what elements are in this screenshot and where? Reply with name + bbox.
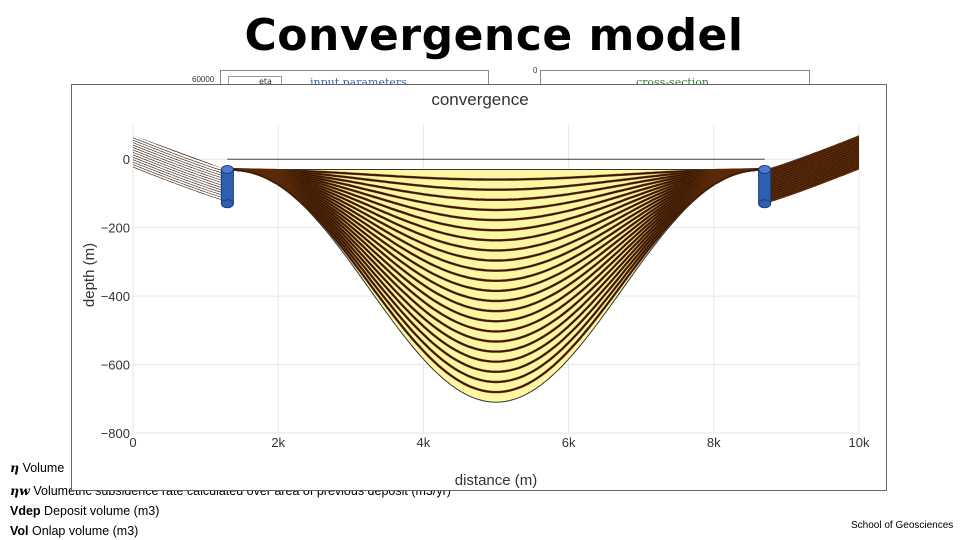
left-flank-layers	[133, 135, 225, 169]
x-tick-label: 8k	[707, 435, 721, 450]
flank-stripe	[764, 154, 860, 190]
flank-stripe	[132, 159, 225, 194]
background-plot-right-tick: 0	[533, 66, 538, 75]
marker-cap-top	[220, 164, 234, 174]
x-tick-label: 6k	[562, 435, 576, 450]
marker-cap-bottom	[220, 199, 234, 209]
flank-stripe	[132, 137, 225, 172]
flank-stripe	[764, 161, 860, 197]
flank-stripe	[764, 142, 860, 178]
y-tick-label: −200	[101, 221, 130, 236]
flank-stripe	[132, 149, 225, 184]
x-axis-label: distance (m)	[455, 472, 538, 489]
flank-stripe	[764, 157, 860, 192]
layer-boundary-edge	[227, 169, 765, 282]
convergence-chart-panel[interactable]: convergence 0 2k 4k 6k 8k 10k 0 −200 −400 −600 −80…	[71, 84, 887, 491]
chart-axes: 0 2k 4k 6k 8k 10k 0 −200 −400 −600 −800	[101, 152, 870, 450]
layer-boundary-edge	[227, 169, 765, 272]
flank-stripe	[764, 159, 860, 195]
chart-title: convergence	[431, 90, 528, 109]
layer-boundary-edge	[227, 169, 765, 342]
flank-stripe	[764, 139, 860, 175]
background-plot-legend-label: eta	[259, 77, 272, 86]
layer-boundary-edge	[227, 169, 765, 363]
layer-boundary-edge	[227, 169, 765, 190]
layer-boundary-edge	[227, 169, 765, 312]
x-tick-label: 2k	[271, 435, 285, 450]
y-tick-label: −400	[101, 289, 130, 304]
flank-stripe	[132, 154, 225, 189]
flank-stripe	[132, 152, 225, 187]
layer-boundary-edge	[227, 169, 765, 373]
x-tick-label: 10k	[849, 435, 870, 450]
definition-eta: η Volume	[10, 460, 65, 475]
layer-boundary-edge	[227, 169, 765, 211]
chart-layers	[132, 135, 860, 403]
layer-boundary-edge	[227, 169, 765, 332]
marker-body	[220, 168, 234, 205]
x-tick-label: 0	[129, 435, 136, 450]
definition-vol: Vol Onlap volume (m3)	[10, 524, 139, 538]
y-tick-label: −600	[101, 358, 130, 373]
layer-boundary-edge	[227, 169, 765, 352]
basin-fill	[225, 168, 765, 403]
flank-stripe	[132, 161, 225, 196]
marker-cap-top	[758, 164, 772, 174]
flank-stripe	[132, 147, 225, 182]
flank-stripe	[764, 149, 860, 185]
flank-stripe	[132, 139, 225, 174]
flank-stripe	[764, 166, 860, 202]
flank-stripe	[764, 137, 860, 173]
layer-boundary-edge	[227, 169, 765, 231]
flank-stripe	[764, 147, 860, 182]
layer-boundary-edge	[227, 169, 765, 322]
layer-boundary-edge	[227, 169, 765, 241]
y-tick-label: −800	[101, 426, 130, 441]
footer-institution: School of Geosciences	[851, 520, 954, 531]
layer-boundary-edge	[227, 169, 765, 221]
flank-stripe	[132, 142, 225, 177]
y-axis-label: depth (m)	[81, 243, 98, 307]
left-onlap-marker[interactable]	[220, 164, 234, 209]
layer-boundary-edge	[227, 169, 765, 383]
definition-vdep: Vdep Deposit volume (m3)	[10, 504, 160, 518]
flank-stripe	[764, 164, 860, 200]
marker-cap-bottom	[758, 199, 772, 209]
layer-boundary-edge	[227, 169, 765, 302]
layer-boundary-edge	[227, 169, 765, 180]
flank-stripe	[764, 152, 860, 187]
flank-stripe	[764, 144, 860, 180]
flank-stripe	[132, 144, 225, 179]
convergence-chart[interactable]: convergence 0 2k 4k 6k 8k 10k 0 −200 −400 −600 −80…	[72, 85, 888, 492]
flank-stripe	[132, 157, 225, 191]
right-onlap-marker[interactable]	[758, 164, 772, 209]
flank-stripe	[132, 164, 225, 199]
x-tick-label: 4k	[417, 435, 431, 450]
flank-stripe	[132, 166, 225, 201]
marker-body	[758, 168, 772, 205]
y-tick-label: 0	[123, 152, 130, 167]
slide-title: Convergence model	[244, 10, 744, 61]
layer-boundary-edge	[227, 169, 765, 292]
layer-boundary-edge	[227, 169, 765, 251]
layer-boundary-edge	[227, 169, 765, 393]
layer-boundary-edge	[227, 169, 765, 201]
chart-onlap-markers[interactable]	[220, 164, 772, 209]
layer-boundary-edge	[227, 169, 765, 261]
background-plot-left-tick: 60000	[192, 75, 215, 84]
